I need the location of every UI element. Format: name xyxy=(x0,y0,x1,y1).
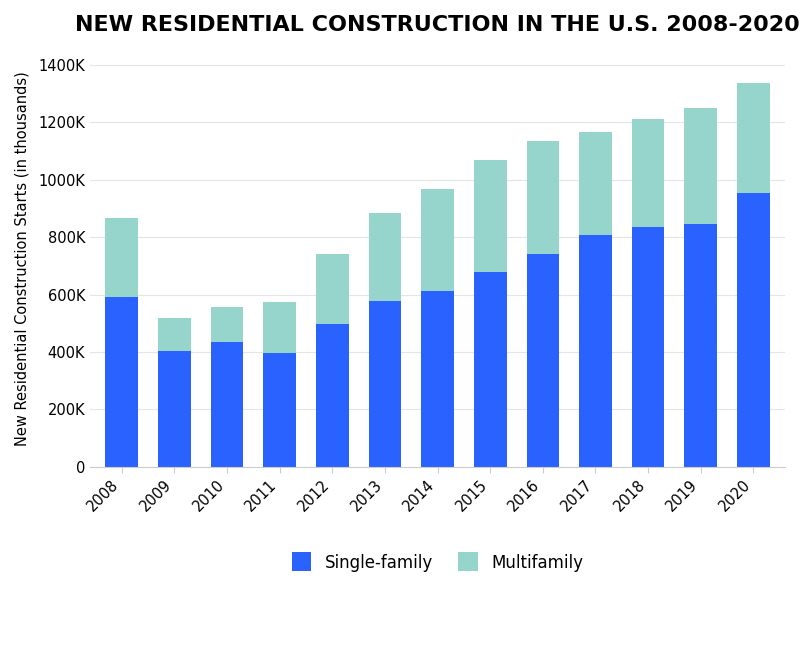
Bar xyxy=(369,213,402,301)
Bar xyxy=(685,108,717,224)
Bar xyxy=(263,302,296,353)
Bar xyxy=(422,291,454,467)
Bar xyxy=(474,273,506,467)
Bar xyxy=(210,307,243,342)
Bar xyxy=(685,224,717,467)
Bar xyxy=(158,351,190,467)
Bar xyxy=(474,160,506,273)
Bar xyxy=(106,298,138,467)
Bar xyxy=(526,254,559,467)
Title: NEW RESIDENTIAL CONSTRUCTION IN THE U.S. 2008-2020: NEW RESIDENTIAL CONSTRUCTION IN THE U.S.… xyxy=(75,15,800,35)
Bar xyxy=(632,227,665,467)
Bar xyxy=(106,218,138,298)
Legend: Single-family, Multifamily: Single-family, Multifamily xyxy=(283,546,592,581)
Bar xyxy=(526,141,559,254)
Bar xyxy=(632,120,665,227)
Bar xyxy=(579,132,612,235)
Bar xyxy=(316,254,349,324)
Bar xyxy=(369,301,402,467)
Bar xyxy=(422,189,454,291)
Bar xyxy=(316,324,349,467)
Bar xyxy=(579,235,612,467)
Bar xyxy=(737,83,770,193)
Y-axis label: New Residential Construction Starts (in thousands): New Residential Construction Starts (in … xyxy=(15,71,30,446)
Bar xyxy=(263,353,296,467)
Bar xyxy=(737,193,770,467)
Bar xyxy=(158,317,190,351)
Bar xyxy=(210,342,243,467)
